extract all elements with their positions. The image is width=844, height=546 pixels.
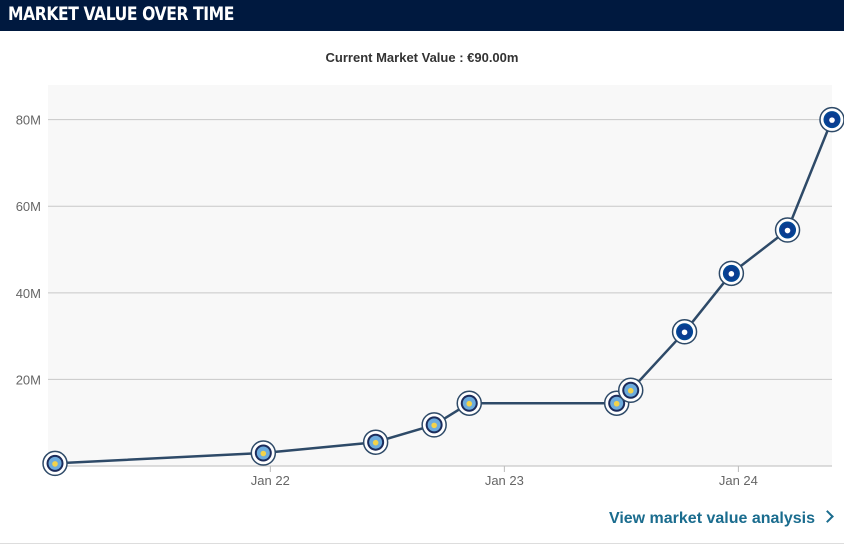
x-tick-label: Jan 22 <box>251 473 290 488</box>
y-tick-label: 60M <box>16 199 41 214</box>
market-value-chart: 20M 40M 60M 80M Jan 22 Jan 23 Jan 24 <box>16 106 844 488</box>
data-point <box>456 390 483 416</box>
crest-emblem <box>260 450 267 457</box>
data-point <box>250 440 277 466</box>
x-tick-label: Jan 23 <box>485 473 524 488</box>
plot-background <box>48 85 832 466</box>
crest-emblem <box>431 422 437 429</box>
view-market-value-analysis-link[interactable]: View market value analysis <box>608 510 834 528</box>
link-label: View market value analysis <box>608 510 815 527</box>
current-market-value: Current Market Value : €90.00m <box>325 50 519 65</box>
crest-emblem <box>466 400 473 407</box>
x-tick-label: Jan 24 <box>719 473 758 488</box>
data-point <box>617 377 644 403</box>
chevron-right-icon <box>821 510 834 523</box>
crest-emblem <box>728 271 735 277</box>
data-point <box>421 412 447 438</box>
data-point <box>362 429 389 455</box>
data-point <box>718 260 745 287</box>
data-point <box>603 390 630 416</box>
section-title: MARKET VALUE OVER TIME <box>8 3 234 25</box>
crest-emblem <box>627 387 634 394</box>
data-point <box>671 319 698 345</box>
crest-emblem <box>52 461 58 467</box>
y-tick-label: 40M <box>16 286 41 301</box>
y-tick-label: 20M <box>16 372 41 387</box>
crest-emblem <box>372 439 379 446</box>
divider <box>0 543 844 544</box>
crest-emblem <box>829 117 835 123</box>
crest-emblem <box>784 227 791 234</box>
y-tick-label: 80M <box>16 113 41 128</box>
section-header: MARKET VALUE OVER TIME <box>0 0 844 31</box>
crest-emblem <box>613 400 620 407</box>
crest-emblem <box>681 329 688 336</box>
series-line <box>54 119 834 465</box>
data-point <box>819 106 844 133</box>
data-point <box>774 217 801 243</box>
data-point <box>42 450 68 477</box>
